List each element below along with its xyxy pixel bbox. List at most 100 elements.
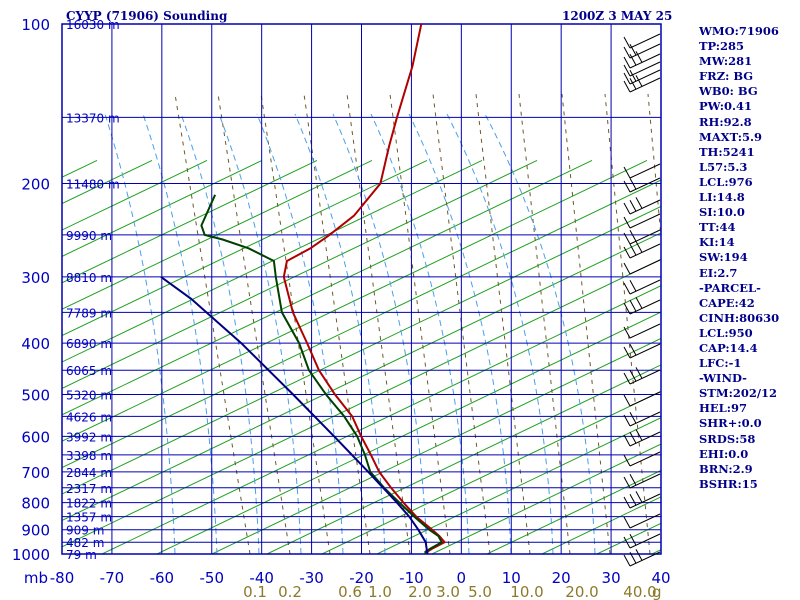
index-item: LFC:-1 (699, 356, 742, 371)
index-item: FRZ: BG (699, 69, 754, 84)
mixing-ratio-label: 0.2 (278, 583, 302, 600)
moist-adiabat (142, 113, 218, 554)
index-item: CAP:14.4 (699, 340, 758, 355)
dry-adiabat (62, 159, 538, 389)
pressure-tick-label: 700 (21, 464, 50, 482)
mixing-ratio-line (647, 93, 661, 242)
height-label: 482 m (66, 536, 104, 550)
dry-adiabat (62, 205, 661, 495)
wind-barb (623, 549, 661, 567)
height-label: 909 m (66, 524, 104, 538)
index-item: TP:285 (699, 39, 745, 54)
wind-barb (623, 343, 661, 359)
dry-adiabat (62, 159, 208, 231)
sounding-line-2 (200, 194, 444, 554)
mixing-ratio-label: 20.0 (565, 583, 598, 600)
height-label: 7789 m (66, 306, 112, 320)
index-item: SI:10.0 (699, 205, 745, 220)
dry-adiabat (101, 285, 661, 554)
moist-adiabat (294, 113, 386, 554)
height-label: 6065 m (66, 364, 112, 378)
dry-adiabat (266, 364, 661, 554)
dry-adiabat (62, 232, 661, 521)
pressure-tick-label: 400 (21, 335, 50, 353)
mixing-ratio-unit: g (652, 583, 662, 600)
temperature-tick-label: -70 (100, 569, 125, 587)
temperature-tick-label: -30 (299, 569, 324, 587)
mixing-ratio-label: 40.0 (623, 583, 656, 600)
wind-barb (623, 241, 661, 259)
mixing-ratio-label: 1.0 (368, 583, 392, 600)
dry-adiabat (62, 159, 318, 284)
mixing-ratio-line (217, 93, 291, 554)
pressure-tick-label: 900 (21, 522, 50, 540)
index-item: CAPE:42 (699, 295, 755, 310)
dry-adiabat (486, 469, 661, 554)
mixing-ratio-label: 3.0 (436, 583, 460, 600)
index-item: HEL:97 (699, 401, 747, 416)
index-item: SRDS:58 (699, 431, 756, 446)
moist-adiabat (180, 113, 260, 554)
moist-adiabats (104, 113, 596, 554)
indices-panel: WMO:71906 TP:285 MW:281 FRZ: BG WB0: BG PW:0.… (699, 24, 799, 492)
index-item: BRN:2.9 (699, 461, 753, 476)
temperature-tick-label: -60 (150, 569, 175, 587)
temperature-tick-label: -40 (249, 569, 274, 587)
temperature-tick-label: 30 (602, 569, 621, 587)
moist-adiabat (218, 113, 302, 554)
height-label: 4626 m (66, 410, 112, 424)
temperature-tick-label: -80 (50, 569, 75, 587)
mixing-ratio-line (303, 93, 371, 554)
wind-barb (623, 69, 661, 85)
wind-barb (623, 513, 661, 529)
temperature-tick-label: -10 (399, 569, 424, 587)
pressure-tick-label: 1000 (12, 546, 50, 564)
dry-adiabat (62, 159, 593, 416)
wind-barb (623, 33, 661, 49)
mixing-ratio-label: 0.6 (338, 583, 362, 600)
index-item: KI:14 (699, 235, 735, 250)
index-item: LCL:976 (699, 174, 753, 189)
wind-barb (623, 451, 661, 467)
index-item: EHI:0.0 (699, 446, 749, 461)
height-label: 3992 m (66, 430, 112, 444)
wind-barbs (623, 33, 661, 567)
index-item: -WIND- (699, 371, 747, 386)
wind-barb (623, 391, 661, 407)
unit-label-mb: mb (24, 569, 48, 587)
dry-adiabat (62, 159, 483, 363)
dry-adiabat (62, 159, 263, 257)
moist-adiabat (256, 113, 344, 554)
height-label: 16030 m (66, 18, 120, 32)
index-item: STM:202/12 (699, 386, 778, 401)
chart-datetime: 1200Z 3 MAY 25 (562, 9, 673, 23)
index-item: L57:5.3 (699, 159, 748, 174)
dry-adiabat (431, 443, 661, 554)
wind-barb (623, 323, 661, 339)
pressure-tick-label: 100 (21, 16, 50, 34)
dry-adiabat (156, 311, 661, 554)
height-label: 3398 m (66, 449, 112, 463)
index-item: SW:194 (699, 250, 748, 265)
chart-title: CYYP (71906) Sounding (66, 9, 228, 23)
dry-adiabat (62, 159, 428, 337)
wind-barb (623, 491, 661, 509)
moist-adiabat (332, 113, 428, 554)
index-item: LCL:950 (699, 325, 753, 340)
mixing-ratio-label: 5.0 (468, 583, 492, 600)
temperature-tick-label: -50 (200, 569, 225, 587)
temperature-tick-label: 10 (502, 569, 521, 587)
pressure-tick-label: 800 (21, 495, 50, 513)
dry-adiabat (62, 258, 661, 548)
mixing-ratio-label: 0.1 (243, 583, 267, 600)
wind-barb (623, 51, 661, 69)
dry-adiabat (211, 337, 661, 554)
grid (61, 23, 662, 555)
moist-adiabat (104, 113, 176, 554)
temperature-tick-label: 20 (552, 569, 571, 587)
index-item: TT:44 (699, 220, 736, 235)
index-item: MAXT:5.9 (699, 129, 762, 144)
wind-barb (623, 75, 661, 93)
wind-barb (623, 429, 661, 447)
